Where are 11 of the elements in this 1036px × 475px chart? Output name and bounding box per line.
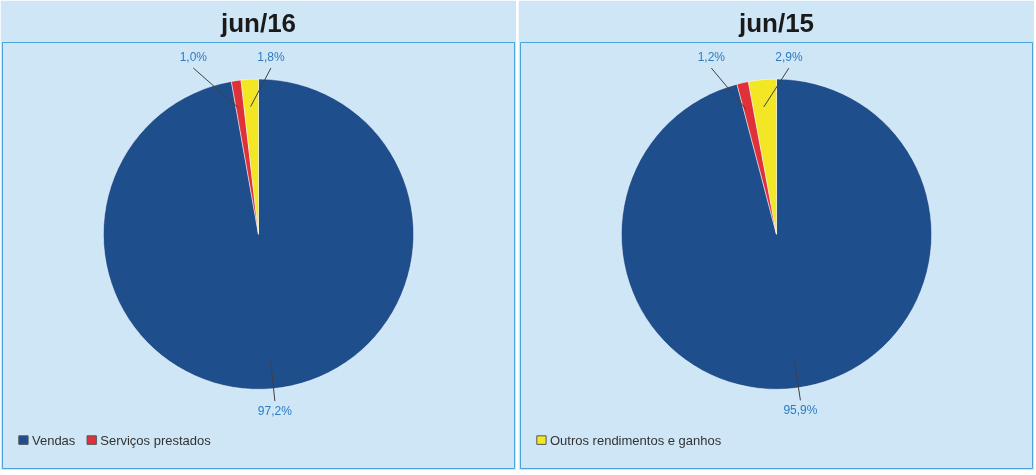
- data-label: 95,9%: [783, 403, 818, 418]
- data-label: 1,0%: [179, 49, 208, 64]
- legend-label: Vendas: [31, 432, 76, 448]
- data-label: 1,8%: [257, 49, 285, 64]
- chart-title: jun/15: [737, 7, 815, 38]
- chart-title: jun/16: [219, 7, 297, 38]
- legend-label: Outros rendimentos e ganhos: [549, 432, 722, 448]
- data-label: 97,2%: [257, 403, 293, 418]
- data-label: 1,2%: [697, 49, 726, 64]
- data-label: 2,9%: [775, 49, 803, 64]
- legend-label: Serviços prestados: [100, 432, 212, 448]
